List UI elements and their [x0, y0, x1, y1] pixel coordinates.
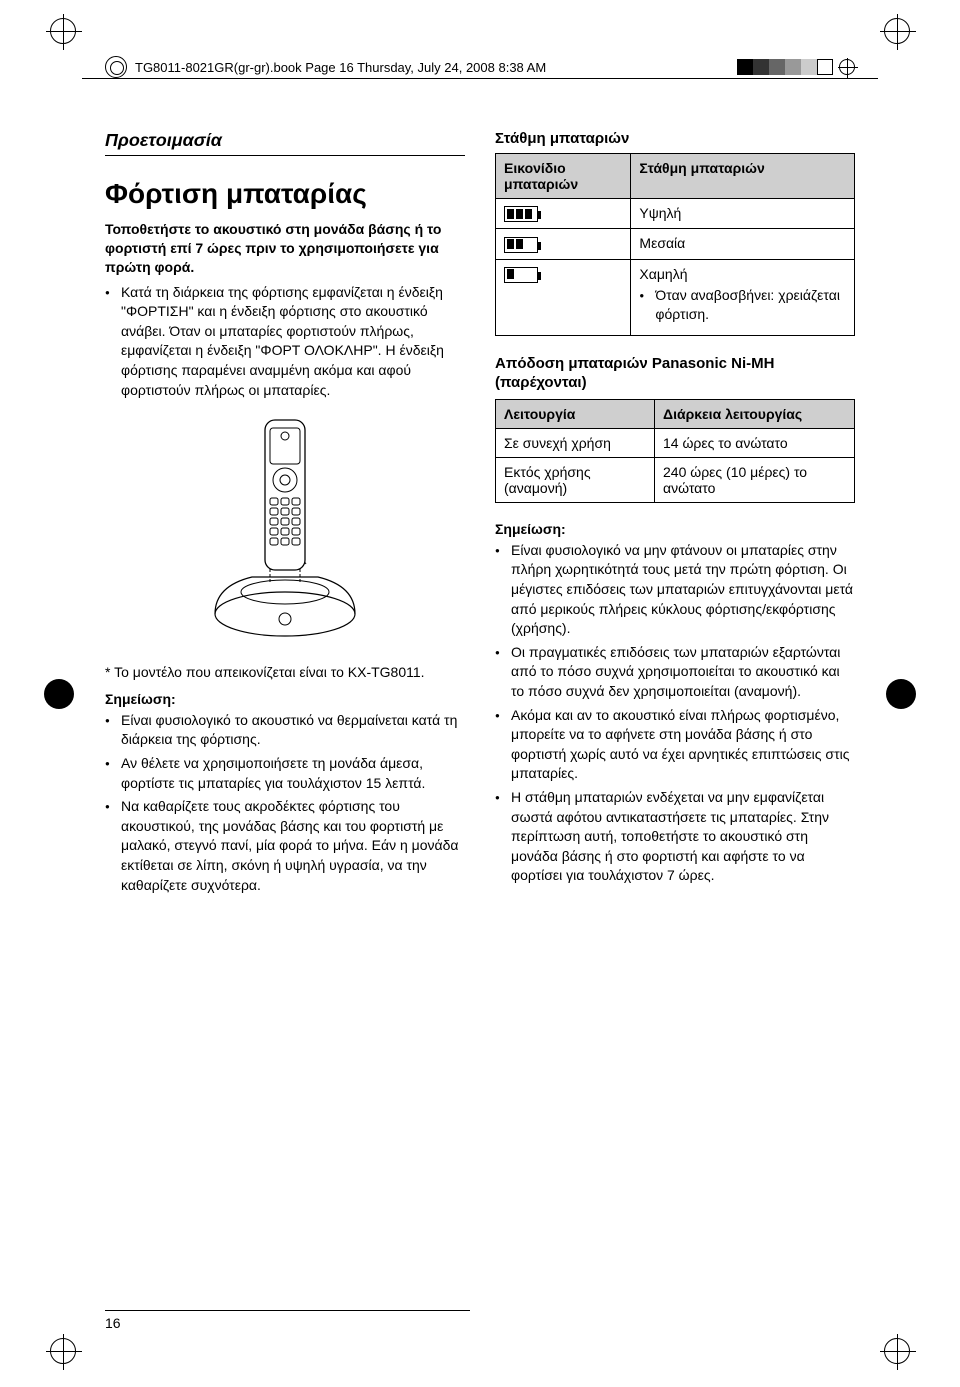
table-row: Χαμηλή Όταν αναβοσβήνει: χρειάζεται φόρτ… — [496, 259, 855, 335]
battery-low-text: Χαμηλή — [639, 266, 687, 282]
header-rule — [82, 78, 878, 79]
battery-icon-cell — [496, 259, 631, 335]
page-content: Προετοιμασία Φόρτιση μπαταρίας Τοποθετήσ… — [105, 130, 855, 1317]
perf-op: Σε συνεχή χρήση — [496, 428, 655, 457]
performance-caption: Απόδοση μπαταριών Panasonic Ni-MH (παρέχ… — [495, 354, 855, 393]
note-label-left: Σημείωση: — [105, 691, 465, 707]
battery-level-label: Μεσαία — [631, 229, 855, 259]
perf-dur: 14 ώρες το ανώτατο — [655, 428, 855, 457]
right-notes-list: Είναι φυσιολογικό να μην φτάνουν οι μπατ… — [495, 541, 855, 886]
side-registration-dot — [886, 679, 916, 709]
left-note-item: Αν θέλετε να χρησιμοποιήσετε τη μονάδα ά… — [105, 754, 465, 793]
battery-level-label: Υψηλή — [631, 199, 855, 229]
battery-low-extra: Όταν αναβοσβήνει: χρειάζεται φόρτιση. — [639, 286, 846, 325]
charging-bullet: Κατά τη διάρκεια της φόρτισης εμφανίζετα… — [105, 283, 465, 401]
perf-dur: 240 ώρες (10 μέρες) το ανώτατο — [655, 457, 855, 502]
section-label: Προετοιμασία — [105, 130, 465, 156]
battery-icon-cell — [496, 199, 631, 229]
model-note: * Το μοντέλο που απεικονίζεται είναι το … — [105, 663, 465, 683]
side-registration-dot — [44, 679, 74, 709]
crop-mark — [884, 1338, 910, 1369]
battery-table-col-level: Στάθμη μπαταριών — [631, 154, 855, 199]
left-note-item: Να καθαρίζετε τους ακροδέκτες φόρτισης τ… — [105, 797, 465, 895]
color-registration-bars — [737, 59, 855, 75]
perf-col-op: Λειτουργία — [496, 399, 655, 428]
perf-op: Εκτός χρήσης (αναμονή) — [496, 457, 655, 502]
note-label-right: Σημείωση: — [495, 521, 855, 537]
left-notes-list: Είναι φυσιολογικό το ακουστικό να θερμαί… — [105, 711, 465, 895]
right-note-item: Η στάθμη μπαταριών ενδέχεται να μην εμφα… — [495, 788, 855, 886]
table-row: Εκτός χρήσης (αναμονή) 240 ώρες (10 μέρε… — [496, 457, 855, 502]
crop-mark — [884, 18, 910, 49]
phone-illustration — [105, 414, 465, 649]
battery-level-heading: Στάθμη μπαταριών — [495, 130, 855, 147]
battery-full-icon — [504, 206, 538, 222]
battery-medium-icon — [504, 237, 538, 253]
header-file-line: TG8011-8021GR(gr-gr).book Page 16 Thursd… — [135, 60, 546, 75]
table-row: Υψηλή — [496, 199, 855, 229]
perf-col-dur: Διάρκεια λειτουργίας — [655, 399, 855, 428]
battery-table-col-icon: Εικονίδιο μπαταριών — [496, 154, 631, 199]
table-row: Μεσαία — [496, 229, 855, 259]
right-note-item: Οι πραγματικές επιδόσεις των μπαταριών ε… — [495, 643, 855, 702]
battery-low-icon — [504, 267, 538, 283]
page-header: TG8011-8021GR(gr-gr).book Page 16 Thursd… — [105, 56, 855, 78]
battery-level-table: Εικονίδιο μπαταριών Στάθμη μπαταριών Υψη… — [495, 153, 855, 336]
battery-level-label: Χαμηλή Όταν αναβοσβήνει: χρειάζεται φόρτ… — [631, 259, 855, 335]
performance-table: Λειτουργία Διάρκεια λειτουργίας Σε συνεχ… — [495, 399, 855, 503]
page-number: 16 — [105, 1310, 470, 1331]
table-row: Σε συνεχή χρήση 14 ώρες το ανώτατο — [496, 428, 855, 457]
intro-text: Τοποθετήστε το ακουστικό στη μονάδα βάση… — [105, 220, 465, 277]
right-note-item: Είναι φυσιολογικό να μην φτάνουν οι μπατ… — [495, 541, 855, 639]
charging-bullet-list: Κατά τη διάρκεια της φόρτισης εμφανίζετα… — [105, 283, 465, 401]
battery-icon-cell — [496, 229, 631, 259]
left-note-item: Είναι φυσιολογικό το ακουστικό να θερμαί… — [105, 711, 465, 750]
left-column: Προετοιμασία Φόρτιση μπαταρίας Τοποθετήσ… — [105, 130, 465, 1317]
crop-mark — [50, 1338, 76, 1369]
crop-mark — [50, 18, 76, 49]
book-icon — [105, 56, 127, 78]
right-column: Στάθμη μπαταριών Εικονίδιο μπαταριών Στά… — [495, 130, 855, 1317]
right-note-item: Ακόμα και αν το ακουστικό είναι πλήρως φ… — [495, 706, 855, 784]
main-title: Φόρτιση μπαταρίας — [105, 178, 465, 210]
